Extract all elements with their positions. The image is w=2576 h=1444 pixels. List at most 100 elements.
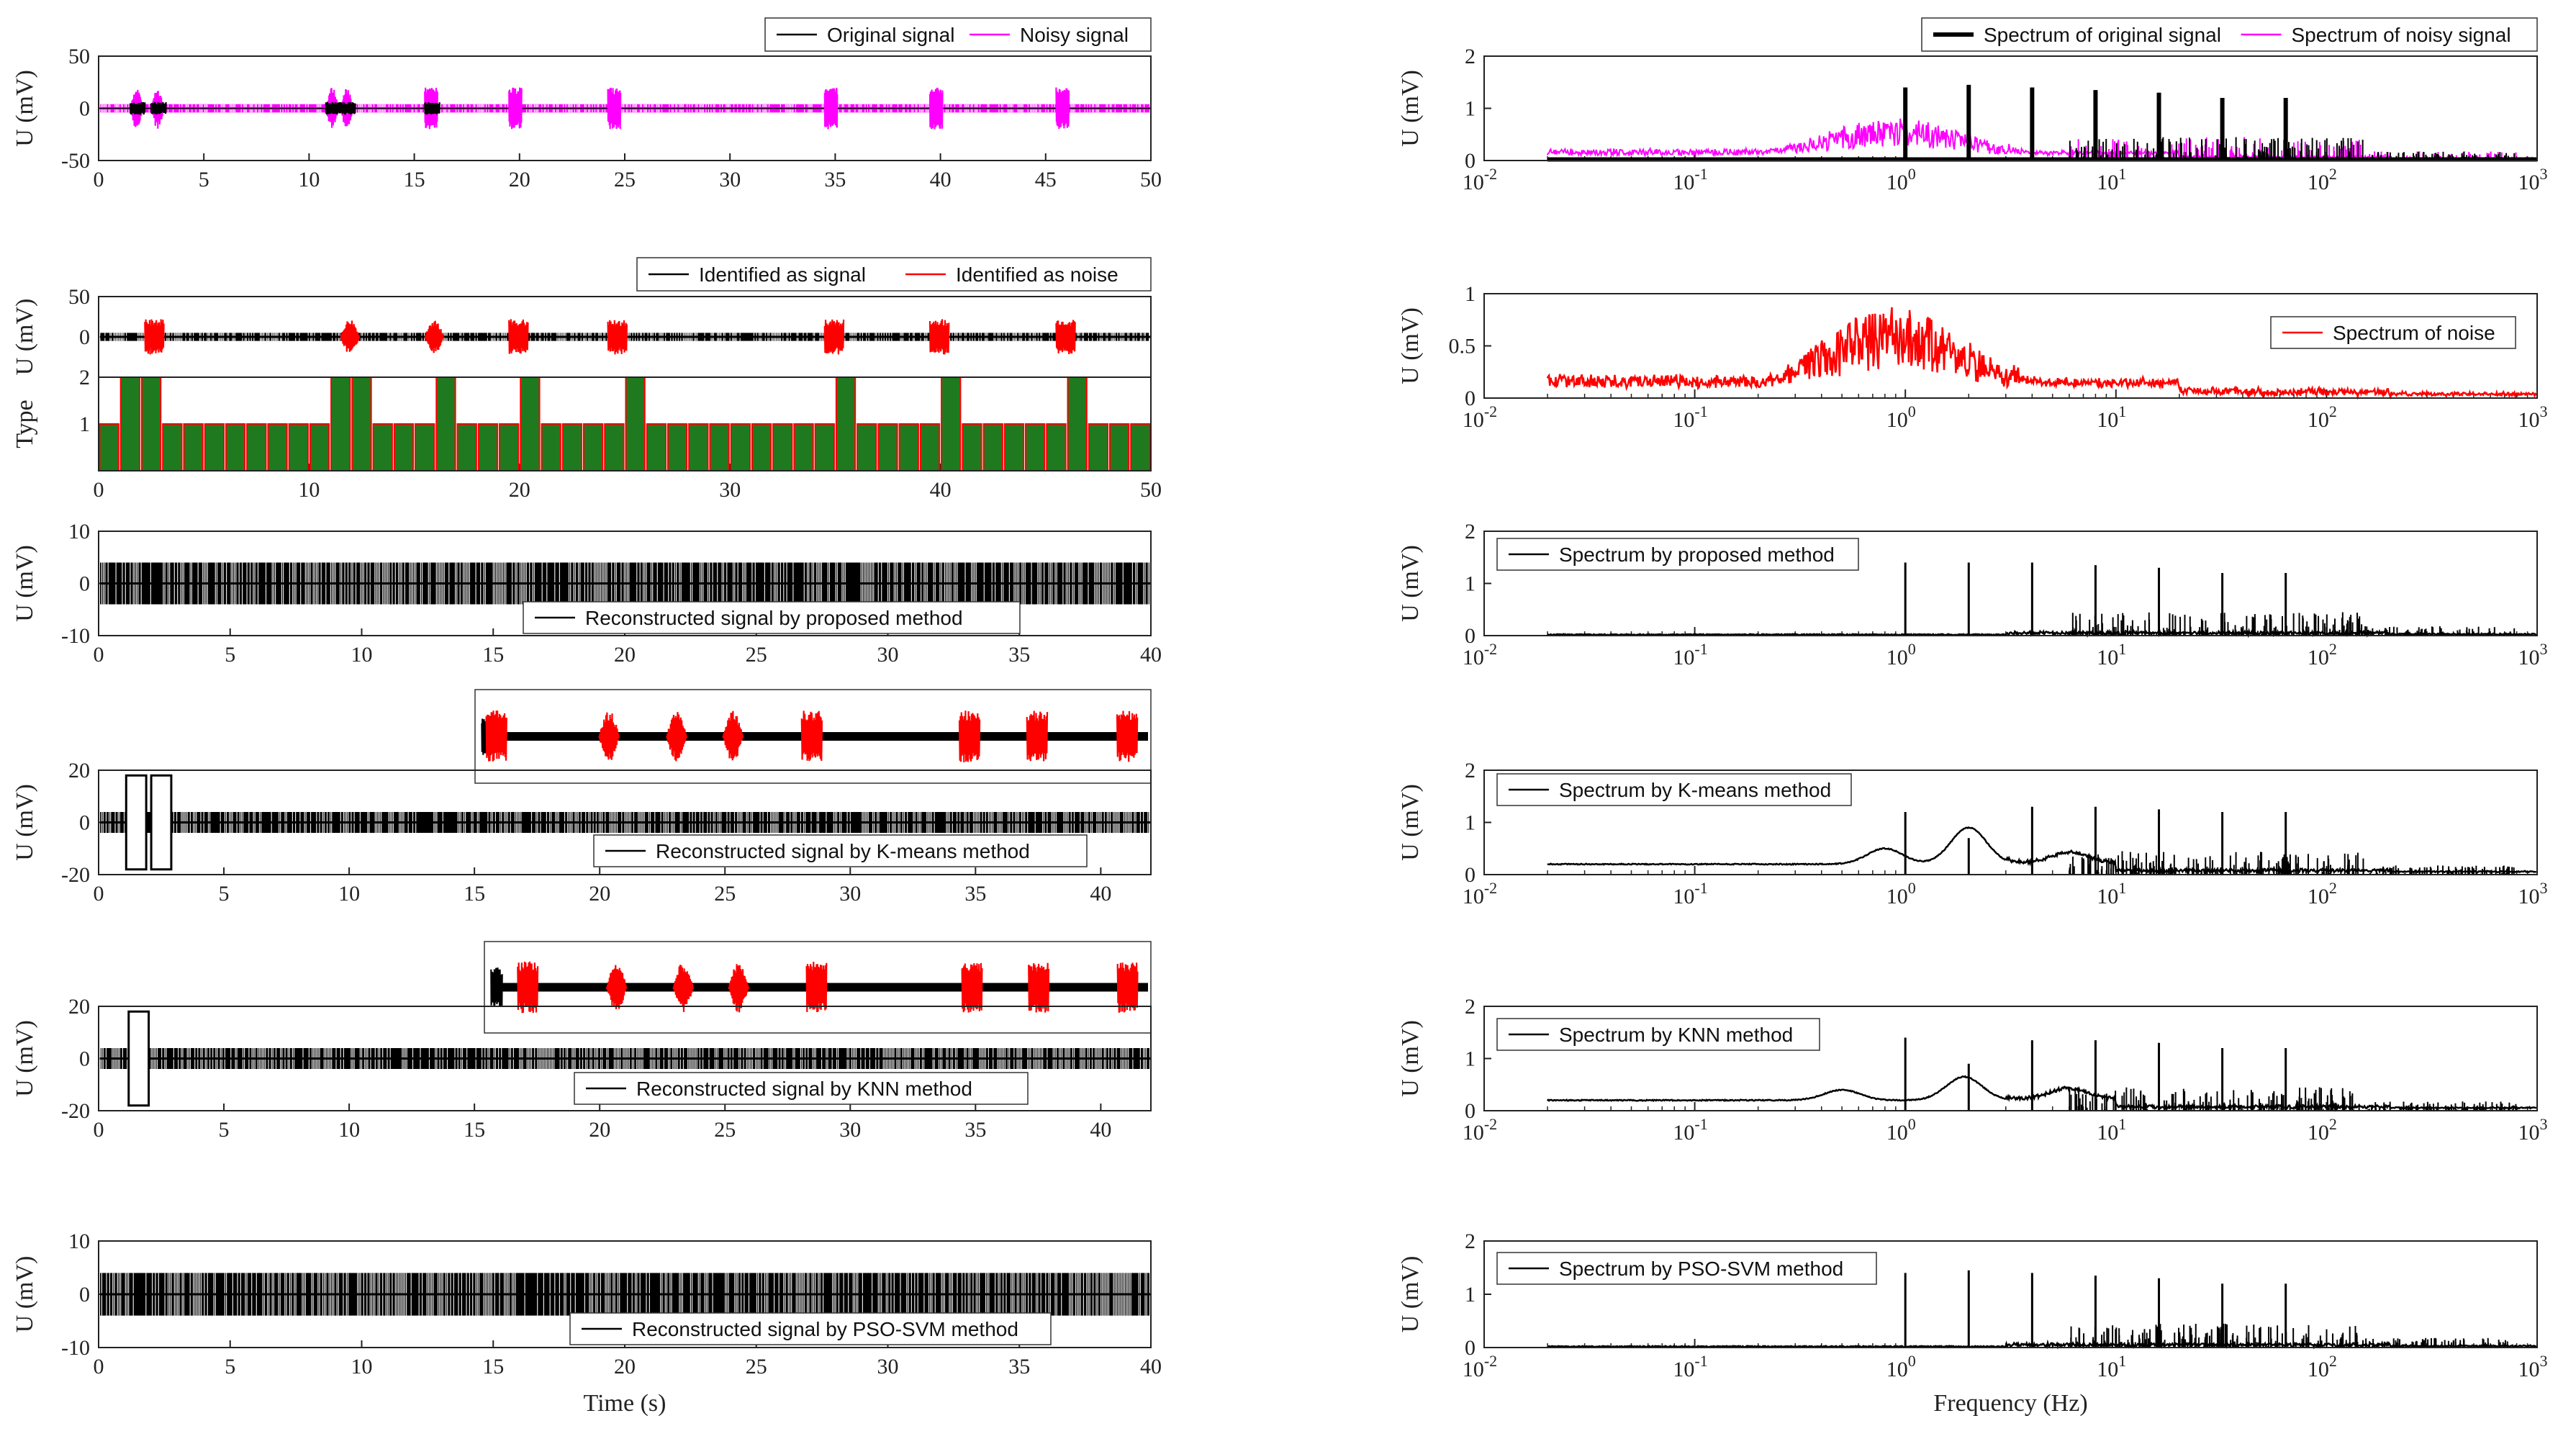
a5-xtick-label: 35 bbox=[964, 882, 986, 906]
b2-ylabel: U (mV) bbox=[1397, 307, 1424, 384]
a4-ytick-label: -10 bbox=[61, 624, 90, 648]
b6-xlabel: Frequency (Hz) bbox=[1933, 1390, 2087, 1417]
a1-xtick-label: 5 bbox=[199, 168, 209, 191]
a1-xtick-label: 50 bbox=[1140, 168, 1162, 191]
b6-frame bbox=[1483, 1240, 2538, 1348]
a3-type-bar bbox=[1067, 376, 1088, 471]
a3-type-bar bbox=[204, 423, 225, 471]
a7-xlabel: Time (s) bbox=[584, 1390, 666, 1417]
a2-noise-burst bbox=[1055, 320, 1076, 355]
b3-ylabel: U (mV) bbox=[1397, 545, 1424, 622]
a7-xtick-label: 40 bbox=[1140, 1355, 1162, 1378]
a1-ytick-label: 50 bbox=[68, 45, 90, 68]
a3-type-bar bbox=[982, 423, 1003, 471]
b3-ytick-label: 1 bbox=[1465, 572, 1475, 596]
a7-xtick-label: 10 bbox=[351, 1355, 373, 1378]
a1-xtick-label: 35 bbox=[824, 168, 846, 191]
a5-ytick-label: 0 bbox=[79, 811, 90, 835]
a7-xtick-label: 30 bbox=[877, 1355, 899, 1378]
a6-xtick-label: 35 bbox=[964, 1118, 986, 1142]
b4-ylabel: U (mV) bbox=[1397, 784, 1424, 861]
b2-legend-entry: Spectrum of noise bbox=[2333, 322, 2495, 344]
b3-frame bbox=[1483, 531, 2538, 636]
b1-legend: Spectrum of original signal Spectrum of n… bbox=[1921, 17, 2538, 52]
a1-ytick-label: 0 bbox=[79, 97, 90, 121]
a6-legend-box bbox=[574, 1072, 1029, 1105]
a1-legend-entry: Original signal bbox=[827, 24, 954, 46]
b4-xtick-label: 10-1 bbox=[1673, 879, 1707, 908]
a5-legend-entry: Reconstructed signal by K-means method bbox=[656, 840, 1030, 862]
a2-noise-burst bbox=[928, 319, 950, 355]
a3-type-bar bbox=[246, 423, 267, 471]
a7-xtick-label: 5 bbox=[225, 1355, 235, 1378]
a5-legend: Reconstructed signal by K-means method bbox=[593, 834, 1088, 867]
a6-ytick-label: -20 bbox=[61, 1099, 90, 1123]
a3-type-bar bbox=[393, 423, 415, 471]
a2-legend-box bbox=[636, 257, 1152, 292]
a6-frame bbox=[98, 1006, 1152, 1111]
b2-xtick-label: 102 bbox=[2308, 402, 2337, 432]
b2-ytick-label: 0.5 bbox=[1449, 335, 1476, 358]
a3-type-bar bbox=[477, 423, 499, 471]
chart-a3: 0 10 20 30 40 50 2 1 Type bbox=[12, 366, 1162, 502]
b3-ytick-label: 2 bbox=[1465, 520, 1475, 543]
a6-ytick-label: 0 bbox=[79, 1047, 90, 1071]
a3-type-bar bbox=[857, 423, 877, 471]
a5-xtick-label: 5 bbox=[219, 882, 230, 906]
a5-inset-noise-burst bbox=[665, 712, 688, 762]
b4-xtick-label: 100 bbox=[1886, 879, 1916, 908]
b1-ytick-label: 2 bbox=[1465, 45, 1475, 68]
a3-type-bar bbox=[372, 423, 393, 471]
a3-type-bar bbox=[877, 423, 898, 471]
b6-ytick-label: 0 bbox=[1465, 1336, 1475, 1360]
a5-xtick-label: 40 bbox=[1090, 882, 1111, 906]
b1-ylabel: U (mV) bbox=[1397, 70, 1424, 147]
b1-xtick-label: 103 bbox=[2518, 165, 2548, 194]
b2-legend: Spectrum of noise bbox=[2270, 316, 2516, 349]
a6-legend: Reconstructed signal by KNN method bbox=[574, 1072, 1029, 1105]
a6-xtick-label: 10 bbox=[338, 1118, 360, 1142]
a6-legend-entry: Reconstructed signal by KNN method bbox=[636, 1078, 972, 1100]
a7-xtick-label: 20 bbox=[614, 1355, 636, 1378]
a4-ylabel: U (mV) bbox=[12, 545, 38, 622]
a3-type-bar bbox=[941, 376, 962, 471]
a3-xtick-label: 50 bbox=[1140, 478, 1162, 502]
a3-xtick-label: 30 bbox=[719, 478, 741, 502]
a2-legend-entry: Identified as noise bbox=[956, 263, 1118, 286]
a1-noise-burst bbox=[508, 87, 523, 130]
a7-ytick-label: -10 bbox=[61, 1336, 90, 1360]
a3-xtick-label: 0 bbox=[94, 478, 104, 502]
b2-noise-spectrum bbox=[1546, 307, 2537, 400]
a4-xtick-label: 0 bbox=[94, 643, 104, 667]
b2-ytick-label: 1 bbox=[1465, 282, 1475, 306]
b6-xtick-label: 102 bbox=[2308, 1352, 2337, 1381]
a7-xtick-label: 25 bbox=[746, 1355, 767, 1378]
a1-noise-burst bbox=[1055, 87, 1070, 130]
b4-legend-entry: Spectrum by K-means method bbox=[1559, 779, 1831, 801]
a1-noise-burst bbox=[607, 87, 622, 130]
a5-inset-noise-burst bbox=[800, 710, 823, 762]
a3-type-bar bbox=[1108, 423, 1130, 471]
a5-xtick-label: 15 bbox=[464, 882, 485, 906]
b6-legend-entry: Spectrum by PSO-SVM method bbox=[1559, 1258, 1843, 1280]
b4-ytick-label: 0 bbox=[1465, 863, 1475, 887]
a3-ylabel: Type bbox=[12, 400, 38, 448]
a5-legend-box bbox=[593, 834, 1088, 867]
a7-xtick-label: 0 bbox=[94, 1355, 104, 1378]
b1-ytick-label: 0 bbox=[1465, 149, 1475, 173]
a1-xtick-label: 10 bbox=[298, 168, 320, 191]
a2-ytick-label: 50 bbox=[68, 285, 90, 309]
b5-xtick-label: 100 bbox=[1886, 1115, 1916, 1145]
b1-frame bbox=[1483, 55, 2538, 161]
a2-ylabel: U (mV) bbox=[12, 299, 38, 376]
b6-xtick-label: 10-1 bbox=[1673, 1352, 1707, 1381]
b6-ytick-label: 2 bbox=[1465, 1229, 1475, 1253]
